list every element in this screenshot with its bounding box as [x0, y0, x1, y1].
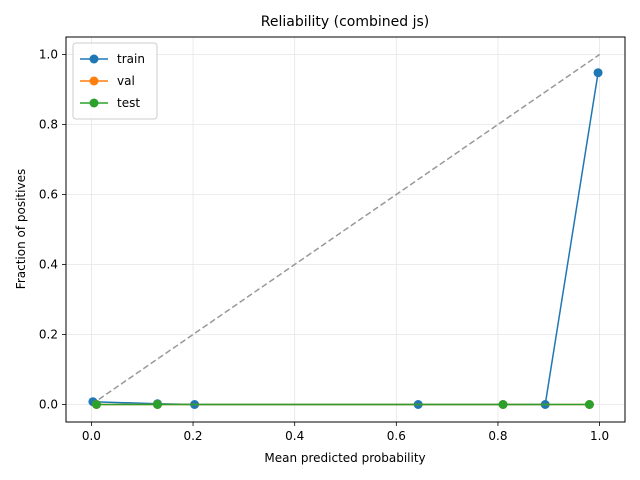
data-point-test [152, 400, 162, 409]
x-axis-label: Mean predicted probability [264, 451, 425, 465]
legend-label: test [117, 96, 140, 110]
data-point-test [584, 400, 594, 409]
legend-item-train: train [80, 52, 145, 66]
y-tick-label: 0.8 [39, 118, 58, 132]
legend-label: train [117, 52, 145, 66]
legend-item-val: val [80, 74, 135, 88]
y-tick-label: 0.0 [39, 398, 58, 412]
x-tick-label: 0.8 [488, 429, 507, 443]
data-point-train [593, 68, 603, 78]
legend-swatch-marker [89, 54, 99, 64]
x-tick-label: 0.6 [387, 429, 406, 443]
y-tick-label: 0.6 [39, 188, 58, 202]
chart-title: Reliability (combined js) [261, 14, 429, 30]
x-tick-label: 1.0 [590, 429, 609, 443]
reference-diagonal [90, 53, 601, 406]
x-tick-label: 0.4 [285, 429, 304, 443]
legend: train val test [72, 42, 158, 120]
y-tick-label: 1.0 [39, 48, 58, 62]
x-tick-label: 0.0 [82, 429, 101, 443]
data-point-test [91, 400, 101, 409]
y-axis-label: Fraction of positives [14, 169, 28, 289]
x-tick-label: 0.2 [183, 429, 202, 443]
grid [66, 37, 625, 422]
series-layer [88, 68, 603, 409]
y-ticks: 0.0 0.2 0.4 0.6 0.8 1.0 [39, 48, 66, 412]
data-point-test [498, 400, 508, 409]
legend-swatch-marker [89, 98, 99, 108]
y-tick-label: 0.4 [39, 258, 58, 272]
legend-swatch-marker [89, 76, 99, 86]
plot-frame [65, 36, 626, 423]
legend-label: val [117, 74, 135, 88]
legend-item-test: test [80, 96, 140, 110]
series-test [91, 400, 594, 409]
y-tick-label: 0.2 [39, 328, 58, 342]
x-ticks: 0.0 0.2 0.4 0.6 0.8 1.0 [82, 422, 609, 443]
